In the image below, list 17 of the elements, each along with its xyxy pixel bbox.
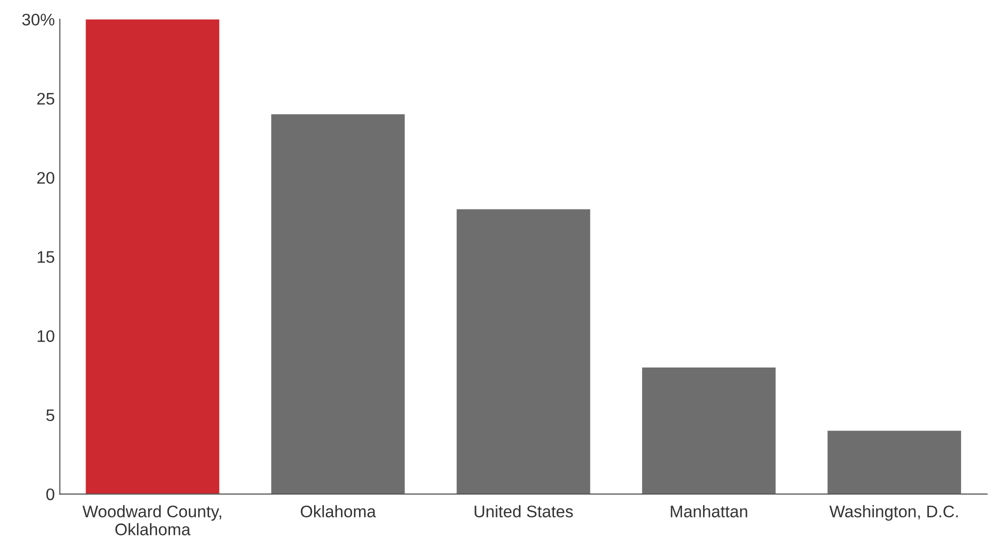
y-tick-label: 30% (22, 14, 54, 26)
x-tick-label: Oklahoma (300, 505, 376, 518)
y-tick-label: 0 (46, 488, 54, 500)
y-tick-label: 5 (46, 409, 54, 422)
y-tick-label: 20 (37, 172, 54, 184)
bar (828, 430, 962, 494)
bar (456, 209, 590, 494)
x-tick-label: Woodward County, Oklahoma (82, 505, 222, 536)
y-tick-label: 15 (38, 251, 54, 263)
x-tick-label: United States (474, 505, 573, 518)
x-tick-label: Manhattan (670, 505, 748, 518)
y-tick-label: 25 (37, 92, 54, 105)
bar (642, 367, 776, 494)
bar (271, 114, 405, 494)
x-tick-label: Washington, D.C. (829, 505, 958, 521)
bar (86, 19, 220, 494)
y-tick-label: 10 (38, 330, 54, 342)
